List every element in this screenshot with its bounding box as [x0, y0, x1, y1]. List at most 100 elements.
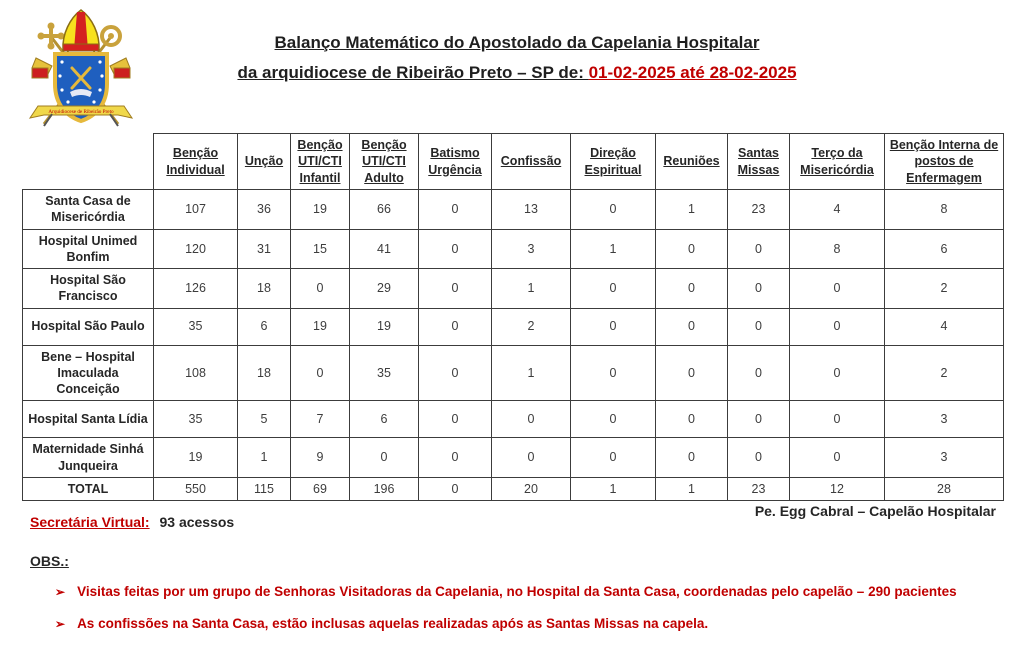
secretaria-virtual-label: Secretária Virtual:: [30, 514, 150, 530]
value-cell: 0: [655, 268, 728, 309]
title-line1: Balanço Matemático do Apostolado da Cape…: [274, 33, 760, 52]
value-cell: 0: [727, 307, 790, 346]
value-cell: 0: [418, 476, 492, 502]
value-cell: 0: [570, 400, 656, 439]
archdiocese-coat-of-arms-logo: Arquidiocese de Ribeirão Preto: [22, 6, 140, 130]
value-cell: 0: [789, 268, 885, 309]
value-cell: 0: [789, 307, 885, 346]
obs-bullet-1-text: Visitas feitas por um grupo de Senhoras …: [77, 584, 869, 599]
total-label-cell: TOTAL: [22, 476, 154, 502]
secretaria-virtual-value: 93 acessos: [159, 514, 235, 530]
value-cell: 5: [237, 400, 291, 439]
hospital-name-cell: Santa Casa de Misericórdia: [22, 189, 154, 230]
value-cell: 0: [655, 307, 728, 346]
value-cell: 2: [884, 344, 1004, 402]
value-cell: 0: [418, 437, 492, 478]
hospital-name-cell: Maternidade Sinhá Junqueira: [22, 437, 154, 478]
value-cell: 108: [153, 344, 238, 402]
value-cell: 0: [570, 189, 656, 230]
column-header: Unção: [237, 133, 291, 190]
title-line2-dates: 01-02-2025 até 28-02-2025: [588, 63, 797, 82]
value-cell: 0: [491, 400, 571, 439]
value-cell: 0: [418, 268, 492, 309]
value-cell: 7: [290, 400, 350, 439]
value-cell: 120: [153, 228, 238, 269]
obs-bullet-1: ➢ Visitas feitas por um grupo de Senhora…: [55, 584, 1005, 599]
obs-bullet-list: ➢ Visitas feitas por um grupo de Senhora…: [55, 584, 1005, 648]
hospital-row: Hospital São Paulo 35 6 19 19 0 2 0 0 0 0 4: [22, 307, 1004, 346]
report-table: Benção Individual Unção Benção UTI/CTI Inf…: [22, 133, 1004, 502]
column-header: Direção Espiritual: [570, 133, 656, 190]
table-header-row: Benção Individual Unção Benção UTI/CTI Inf…: [23, 133, 1004, 190]
value-cell: 18: [237, 268, 291, 309]
value-cell: 0: [570, 307, 656, 346]
value-cell: 1: [570, 228, 656, 269]
value-cell: 12: [789, 476, 885, 502]
logo-banner-text: Arquidiocese de Ribeirão Preto: [48, 109, 114, 115]
hospital-row: Santa Casa de Misericórdia 107 36 19 66 0 13 0 1…: [22, 189, 1004, 230]
value-cell: 1: [491, 268, 571, 309]
value-cell: 0: [789, 344, 885, 402]
value-cell: 0: [290, 268, 350, 309]
value-cell: 28: [884, 476, 1004, 502]
value-cell: 66: [349, 189, 419, 230]
value-cell: 0: [418, 344, 492, 402]
value-cell: 29: [349, 268, 419, 309]
value-cell: 35: [153, 400, 238, 439]
value-cell: 0: [727, 437, 790, 478]
value-cell: 20: [491, 476, 571, 502]
value-cell: 0: [655, 400, 728, 439]
obs-bullet-2-text: As confissões na Santa Casa, estão inclu…: [77, 616, 709, 631]
value-cell: 1: [570, 476, 656, 502]
value-cell: 15: [290, 228, 350, 269]
value-cell: 3: [884, 400, 1004, 439]
value-cell: 19: [349, 307, 419, 346]
hospital-name-cell: Hospital São Francisco: [22, 268, 154, 309]
value-cell: 69: [290, 476, 350, 502]
secretaria-virtual-line: Secretária Virtual: 93 acessos: [30, 514, 234, 530]
chaplain-signature: Pe. Egg Cabral – Capelão Hospitalar: [754, 503, 996, 519]
coat-of-arms-icon: Arquidiocese de Ribeirão Preto: [28, 9, 134, 127]
value-cell: 1: [655, 189, 728, 230]
value-cell: 115: [237, 476, 291, 502]
value-cell: 31: [237, 228, 291, 269]
value-cell: 35: [349, 344, 419, 402]
value-cell: 0: [290, 344, 350, 402]
column-header: Santas Missas: [727, 133, 790, 190]
value-cell: 19: [153, 437, 238, 478]
column-header: Benção UTI/CTI Adulto: [349, 133, 419, 190]
value-cell: 1: [655, 476, 728, 502]
value-cell: 41: [349, 228, 419, 269]
document-title: Balanço Matemático do Apostolado da Cape…: [110, 34, 924, 94]
hospital-row: Hospital Unimed Bonfim 120 31 15 41 0 3 1 0 0 8 6: [22, 228, 1004, 269]
value-cell: 0: [789, 437, 885, 478]
value-cell: 0: [349, 437, 419, 478]
value-cell: 0: [418, 228, 492, 269]
obs-bullet-1-bold: 290 pacientes: [868, 584, 957, 599]
value-cell: 0: [727, 344, 790, 402]
column-header: Benção Individual: [153, 133, 238, 190]
value-cell: 18: [237, 344, 291, 402]
value-cell: 2: [884, 268, 1004, 309]
value-cell: 0: [491, 437, 571, 478]
value-cell: 0: [727, 268, 790, 309]
value-cell: 0: [789, 400, 885, 439]
arrow-bullet-icon: ➢: [55, 585, 66, 599]
value-cell: 0: [655, 228, 728, 269]
value-cell: 0: [655, 437, 728, 478]
value-cell: 0: [418, 307, 492, 346]
hospital-name-cell: Hospital Santa Lídia: [22, 400, 154, 439]
value-cell: 0: [727, 400, 790, 439]
title-line2-black: da arquidiocese de Ribeirão Preto – SP d…: [237, 63, 589, 82]
value-cell: 4: [789, 189, 885, 230]
value-cell: 0: [570, 437, 656, 478]
value-cell: 0: [570, 268, 656, 309]
value-cell: 35: [153, 307, 238, 346]
value-cell: 23: [727, 476, 790, 502]
value-cell: 19: [290, 307, 350, 346]
value-cell: 6: [237, 307, 291, 346]
value-cell: 6: [884, 228, 1004, 269]
value-cell: 126: [153, 268, 238, 309]
hospital-name-cell: Hospital Unimed Bonfim: [22, 228, 154, 269]
